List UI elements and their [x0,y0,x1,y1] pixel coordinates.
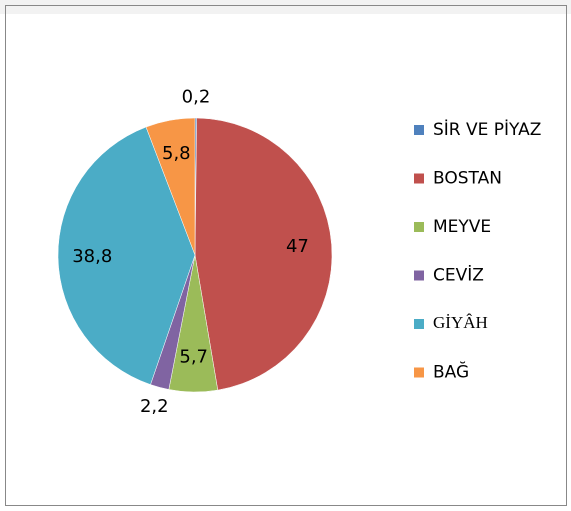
data-label: 47 [286,236,309,257]
data-label: 0,2 [182,86,211,107]
data-label: 2,2 [140,396,169,417]
pie-slice [57,126,196,385]
top-band [0,0,571,14]
legend-swatch [414,173,424,184]
data-label: 5,8 [162,143,191,164]
pie-slice [194,117,333,391]
data-label: 38,8 [72,246,112,267]
legend-swatch [414,270,424,281]
legend-swatch [414,319,424,329]
data-label: 5,7 [179,347,208,368]
legend-label: BAĞ [433,361,469,383]
legend-label: BOSTAN [433,169,502,189]
legend-swatch [414,222,424,232]
legend-label: CEVİZ [433,265,484,286]
pie-slice [145,117,196,256]
legend-swatch [414,367,424,378]
legend-swatch [414,125,424,135]
legend-label: GİYÂH [433,313,488,332]
legend-label: SİR VE PİYAZ [433,119,541,140]
chart-frame [5,5,567,506]
legend-label: MEYVE [433,217,491,237]
